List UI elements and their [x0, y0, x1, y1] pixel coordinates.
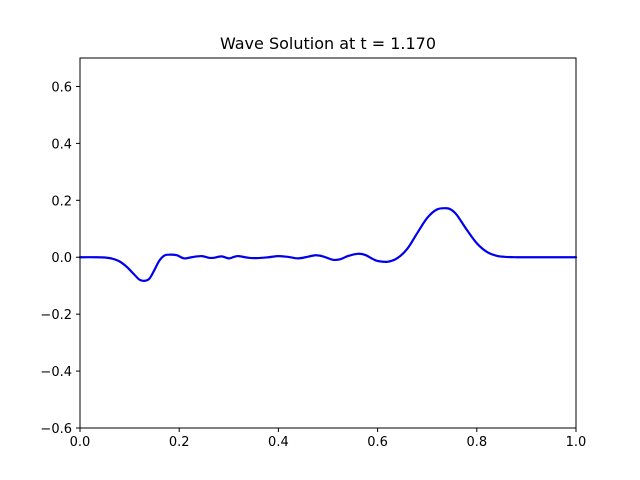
- series-layer: [78, 207, 578, 282]
- y-tick-label: 0.6: [51, 80, 72, 95]
- wave-series-line: [78, 207, 578, 282]
- x-tick-label: 0.4: [268, 435, 289, 450]
- y-tick-label: 0.0: [51, 251, 72, 266]
- x-tick-label: 0.8: [466, 435, 487, 450]
- chart-title: Wave Solution at t = 1.170: [220, 34, 436, 53]
- x-tick-label: 0.0: [70, 435, 91, 450]
- y-tick-label: 0.4: [51, 137, 72, 152]
- y-tick-label: −0.2: [40, 308, 72, 323]
- axes-frame: [79, 57, 577, 429]
- x-tick-label: 1.0: [566, 435, 587, 450]
- y-tick-label: −0.4: [40, 365, 72, 380]
- x-tick-label: 0.2: [169, 435, 190, 450]
- ticks-layer: 0.0 0.2 0.4 0.6 0.8 1.0 −0.6 −0.4 −0.2 0.0 0.2 0.4 0…: [40, 80, 586, 450]
- y-tick-label: 0.2: [51, 194, 72, 209]
- y-tick-label: −0.6: [40, 422, 72, 437]
- x-tick-label: 0.6: [367, 435, 388, 450]
